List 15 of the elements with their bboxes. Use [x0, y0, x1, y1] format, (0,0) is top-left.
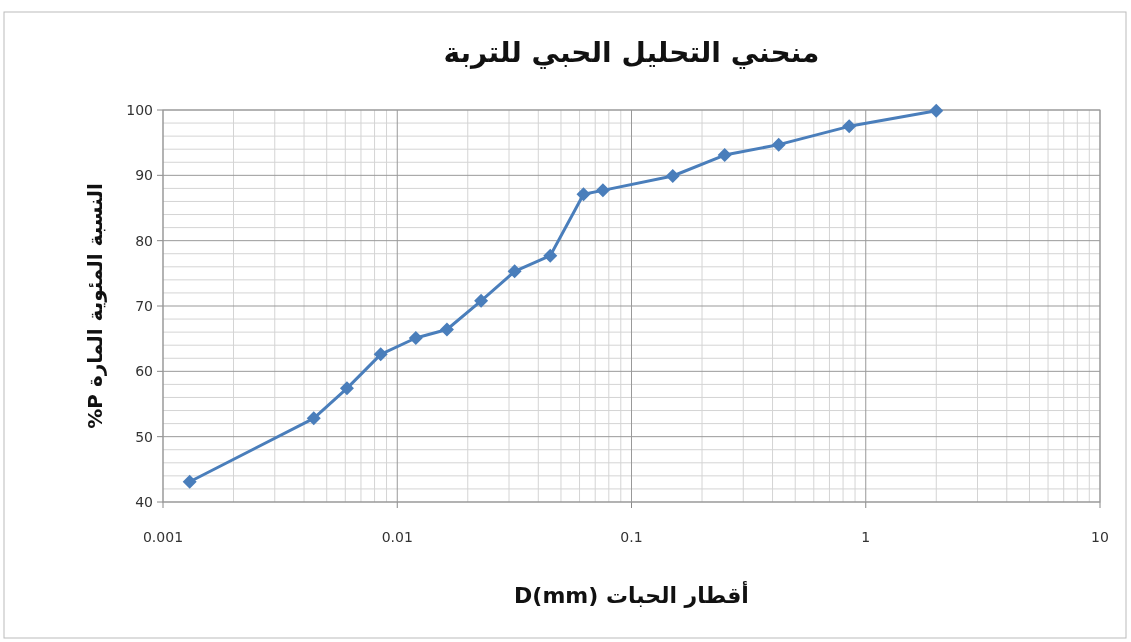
chart-title: منحني التحليل الحبي للتربة	[443, 36, 820, 69]
y-axis-title: النسبة المئوية المارة P%	[83, 183, 107, 429]
y-tick-label: 40	[135, 494, 153, 510]
y-tick-label: 70	[135, 298, 153, 314]
x-tick-label: 1	[861, 529, 871, 545]
x-axis-title: أقطار الحبات D(mm)	[514, 580, 749, 608]
x-tick-label: 0.001	[142, 529, 184, 545]
y-tick-label: 50	[135, 428, 153, 445]
y-tick-label: 100	[126, 102, 153, 118]
y-tick-label: 60	[135, 363, 153, 380]
y-tick-label: 80	[135, 232, 153, 249]
x-tick-label: 10	[1091, 529, 1109, 545]
x-tick-label: 0.1	[620, 529, 643, 545]
x-tick-label: 0.01	[381, 529, 413, 545]
y-tick-label: 90	[135, 167, 153, 184]
